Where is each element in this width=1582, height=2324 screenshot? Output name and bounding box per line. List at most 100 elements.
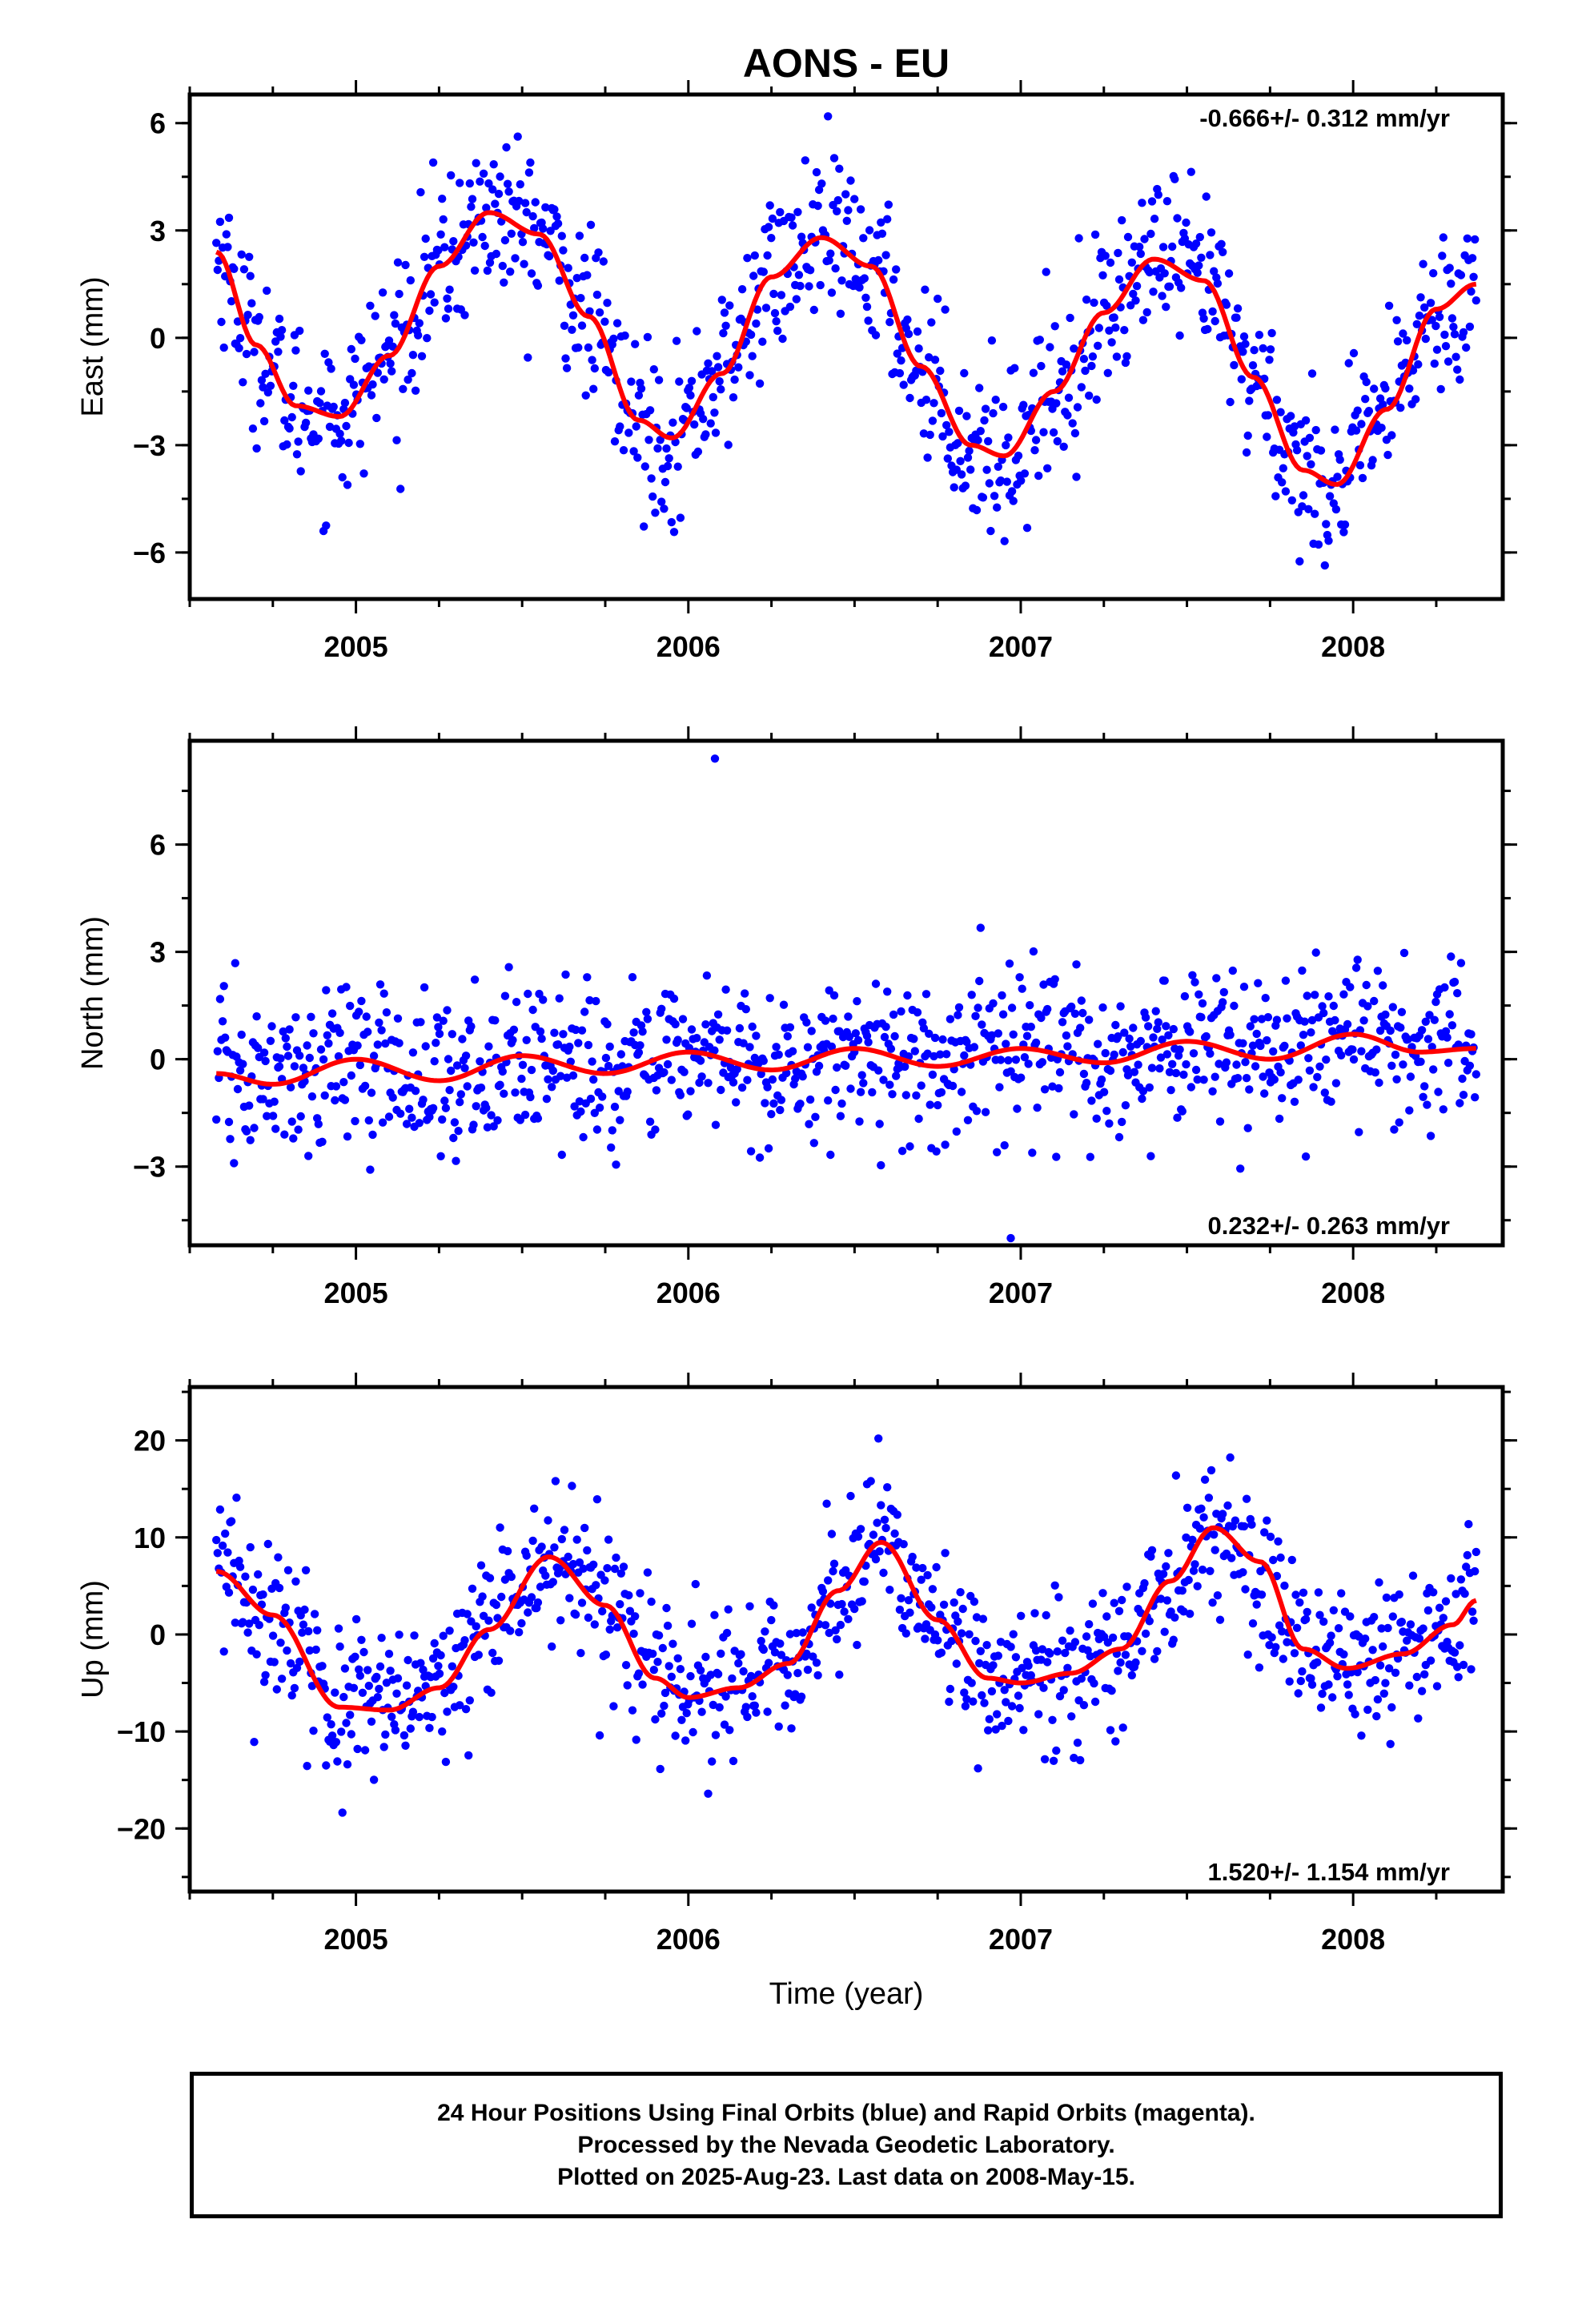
data-point [932,1147,941,1156]
data-point [713,352,721,360]
data-point [945,428,954,436]
data-point [938,1035,947,1044]
data-point [785,302,795,312]
data-point [605,1625,614,1634]
data-point [428,158,438,167]
data-point [813,1671,822,1680]
data-point [1250,346,1259,355]
data-point [1114,1132,1124,1142]
data-point [592,1495,602,1504]
data-point [408,351,418,360]
data-point [1226,1453,1235,1462]
data-point [1145,1617,1154,1626]
data-point [609,1702,618,1711]
data-point [764,1659,773,1667]
data-point [1290,1649,1299,1658]
data-point [696,1056,705,1065]
data-point [556,1616,565,1625]
data-point [1307,1674,1315,1683]
data-point [607,1143,616,1152]
data-point [1052,399,1061,408]
data-point [1459,328,1468,337]
data-point [454,1127,463,1136]
data-point [1403,336,1411,345]
data-point [1355,1128,1363,1136]
data-point [827,1042,837,1051]
data-point [1058,1018,1067,1027]
data-point [722,1628,732,1638]
data-point [252,1650,261,1659]
data-point [443,1707,452,1716]
data-point [774,1050,783,1059]
data-point [903,991,912,1000]
data-point [248,1585,258,1594]
data-point [783,1671,792,1679]
data-point [829,154,839,163]
data-point [871,1554,881,1564]
data-point [827,288,837,297]
data-point [259,1678,269,1687]
data-point [1319,1617,1328,1626]
data-point [320,349,329,358]
data-point [1076,1755,1085,1765]
data-point [880,1032,889,1042]
data-point [254,1043,263,1052]
data-point [874,1434,883,1443]
data-point [829,1566,837,1576]
data-point [976,923,986,932]
data-point [1322,1055,1331,1064]
data-point [1162,1562,1170,1571]
data-point [926,1100,934,1109]
data-point [1022,524,1032,533]
data-point [1208,307,1217,316]
data-point [864,316,873,325]
data-point [717,385,725,394]
data-point [470,266,480,275]
data-point [322,1761,331,1770]
data-point [388,1093,397,1102]
data-point [643,332,652,342]
data-point [1206,1566,1215,1576]
data-point [1114,275,1124,284]
data-point [434,1023,443,1031]
data-point [941,1140,950,1149]
data-point [1241,1585,1250,1594]
data-point [1421,1017,1431,1027]
data-point [1141,1629,1150,1638]
data-point [1239,332,1249,341]
data-point [927,1603,936,1612]
data-point [430,1057,439,1066]
data-point [1452,1590,1460,1598]
data-point [223,1548,232,1557]
data-point [411,1087,420,1096]
data-point [825,1628,833,1638]
data-point [1283,1014,1291,1023]
data-point [296,1112,305,1121]
data-point [461,1051,471,1060]
data-point [1459,1091,1468,1100]
data-point [1447,279,1456,288]
data-point [634,1048,644,1057]
data-point [572,274,581,283]
data-point [912,1563,921,1572]
data-point [612,1160,620,1169]
data-point [544,251,554,261]
data-point [1082,1632,1091,1641]
data-point [491,1016,500,1025]
data-point [1215,1117,1225,1126]
data-point [401,1741,410,1750]
data-point [601,1053,611,1063]
data-point [728,1674,737,1683]
data-point [1281,976,1291,985]
data-point [1298,966,1307,975]
data-point [1146,1552,1155,1561]
data-point [657,1004,666,1014]
data-point [793,1669,802,1678]
data-point [875,1120,884,1128]
data-point [447,1066,456,1076]
data-point [1337,1051,1346,1060]
data-point [772,1043,781,1051]
data-point [285,1025,294,1034]
data-point [290,1683,299,1693]
